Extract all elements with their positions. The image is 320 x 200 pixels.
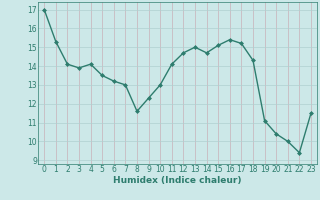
X-axis label: Humidex (Indice chaleur): Humidex (Indice chaleur) — [113, 176, 242, 185]
